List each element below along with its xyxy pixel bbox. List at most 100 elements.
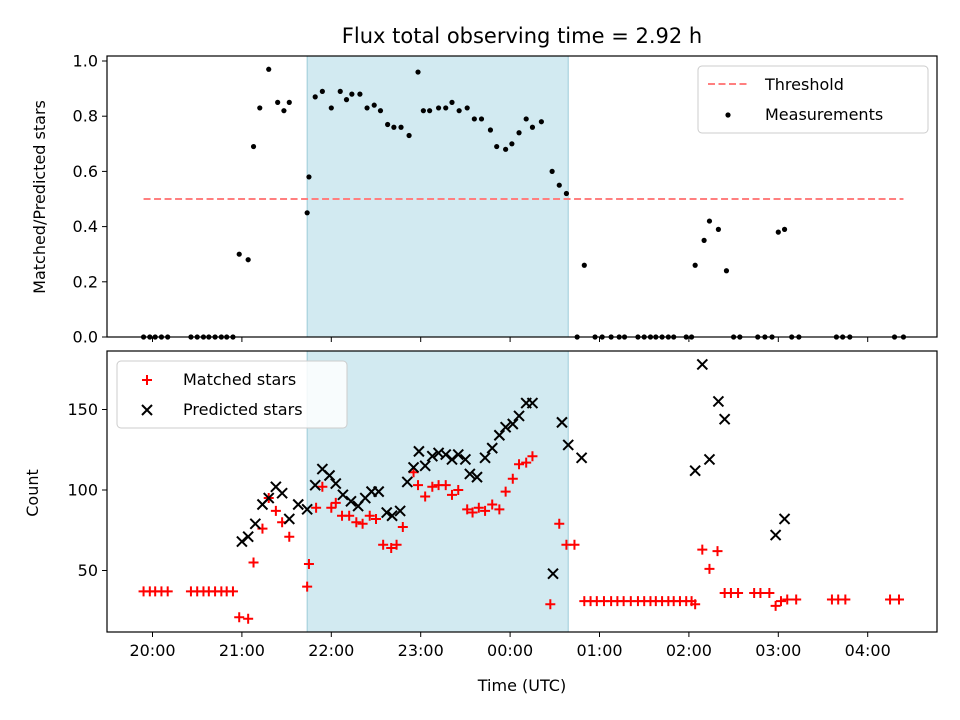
x-tick-label: 04:00 bbox=[845, 641, 891, 660]
predicted-star-marker bbox=[249, 518, 262, 530]
predicted-star-marker bbox=[292, 498, 304, 511]
legend-predicted-swatch bbox=[141, 404, 153, 416]
legend-predicted-label: Predicted stars bbox=[183, 400, 303, 419]
measurement-point bbox=[487, 127, 494, 133]
measurement-point bbox=[516, 130, 522, 136]
measurement-point bbox=[306, 174, 312, 180]
predicted-star-marker bbox=[778, 513, 791, 525]
matched-star-marker bbox=[697, 544, 708, 555]
matched-star-marker bbox=[462, 504, 473, 515]
chart-title: Flux total observing time = 2.92 h bbox=[342, 24, 702, 48]
predicted-star-marker bbox=[345, 495, 357, 507]
predicted-star-marker bbox=[386, 510, 398, 522]
predicted-star-marker bbox=[426, 450, 439, 462]
predicted-star-marker bbox=[769, 529, 782, 541]
measurement-point bbox=[337, 88, 343, 94]
legend-threshold-label: Threshold bbox=[764, 75, 844, 94]
matched-star-marker bbox=[521, 457, 532, 468]
measurement-point bbox=[357, 91, 363, 97]
matched-star-marker bbox=[391, 539, 402, 550]
predicted-star-marker bbox=[446, 453, 458, 466]
matched-star-marker bbox=[500, 486, 511, 497]
bottom-y-tick-label: 100 bbox=[67, 481, 98, 500]
matched-star-marker bbox=[311, 502, 322, 513]
measurement-point bbox=[456, 108, 462, 114]
measurement-point bbox=[781, 226, 788, 232]
predicted-star-marker bbox=[493, 429, 506, 441]
measurement-point bbox=[538, 119, 544, 125]
measurement-point bbox=[304, 210, 310, 216]
measurement-point bbox=[494, 143, 500, 150]
bottom-observing-window bbox=[306, 350, 569, 633]
matched-star-marker bbox=[545, 599, 556, 610]
measurement-point bbox=[443, 105, 449, 111]
predicted-star-marker bbox=[562, 439, 574, 451]
measurement-point bbox=[391, 124, 397, 130]
matched-star-marker bbox=[303, 559, 314, 570]
measurement-point bbox=[236, 251, 242, 257]
measurement-point bbox=[715, 226, 722, 232]
x-tick-label: 22:00 bbox=[308, 641, 354, 660]
predicted-star-marker bbox=[556, 416, 568, 429]
predicted-star-marker bbox=[547, 568, 559, 580]
top-axes-frame bbox=[106, 55, 938, 338]
top-y-tick-label: 0.6 bbox=[73, 162, 98, 181]
matched-star-marker bbox=[364, 510, 375, 521]
predicted-star-marker bbox=[479, 452, 491, 464]
matched-star-marker bbox=[893, 594, 904, 605]
bottom-legend-box bbox=[116, 360, 348, 429]
measurement-point bbox=[275, 99, 281, 105]
matched-star-marker bbox=[712, 546, 723, 557]
measurement-point bbox=[257, 105, 263, 111]
predicted-star-marker bbox=[507, 418, 519, 430]
measurement-point bbox=[478, 116, 485, 122]
predicted-star-marker bbox=[459, 453, 472, 466]
matched-star-marker bbox=[408, 467, 419, 478]
measurement-point bbox=[415, 69, 421, 75]
legend-matched-label: Matched stars bbox=[183, 370, 296, 389]
measurement-point bbox=[464, 105, 470, 111]
predicted-star-marker bbox=[330, 477, 342, 490]
measurement-point bbox=[319, 88, 325, 94]
matched-star-marker bbox=[690, 599, 701, 610]
predicted-star-marker bbox=[689, 464, 701, 477]
legend-measurements-label: Measurements bbox=[765, 105, 883, 124]
measurement-point bbox=[281, 108, 287, 114]
matched-star-marker bbox=[427, 481, 438, 492]
matched-star-marker bbox=[733, 588, 744, 599]
predicted-star-marker bbox=[413, 445, 425, 458]
matched-star-marker bbox=[704, 563, 715, 574]
x-tick-label: 03:00 bbox=[755, 641, 801, 660]
predicted-star-marker bbox=[440, 448, 452, 461]
matched-star-marker bbox=[351, 517, 362, 528]
measurement-point bbox=[266, 66, 272, 72]
matched-star-marker bbox=[440, 480, 451, 491]
measurement-point bbox=[343, 97, 350, 103]
measurement-point bbox=[563, 190, 570, 197]
predicted-star-marker bbox=[276, 487, 288, 499]
measurement-point bbox=[701, 237, 707, 243]
legend-matched-swatch bbox=[142, 375, 152, 385]
top-legend-box bbox=[697, 65, 929, 134]
measurement-point bbox=[549, 168, 555, 174]
matched-star-marker bbox=[775, 596, 786, 607]
predicted-star-marker bbox=[575, 452, 588, 464]
x-tick-label: 01:00 bbox=[576, 641, 622, 660]
measurement-point bbox=[377, 108, 384, 114]
matched-star-marker bbox=[234, 612, 245, 623]
measurement-point bbox=[420, 108, 426, 114]
predicted-star-marker bbox=[309, 479, 321, 491]
matched-star-marker bbox=[527, 451, 538, 462]
measurement-point bbox=[523, 116, 529, 122]
x-tick-label: 00:00 bbox=[487, 641, 533, 660]
top-y-tick-label: 0.4 bbox=[73, 217, 98, 236]
matched-star-marker bbox=[243, 613, 254, 624]
matched-star-marker bbox=[569, 539, 580, 550]
legend-measurements-swatch bbox=[725, 112, 731, 118]
measurement-point bbox=[349, 91, 355, 97]
predicted-star-marker bbox=[263, 492, 275, 504]
matched-star-marker bbox=[840, 594, 851, 605]
matched-star-marker bbox=[317, 481, 328, 492]
measurement-point bbox=[406, 132, 412, 139]
bottom-y-tick-label: 150 bbox=[67, 400, 98, 419]
